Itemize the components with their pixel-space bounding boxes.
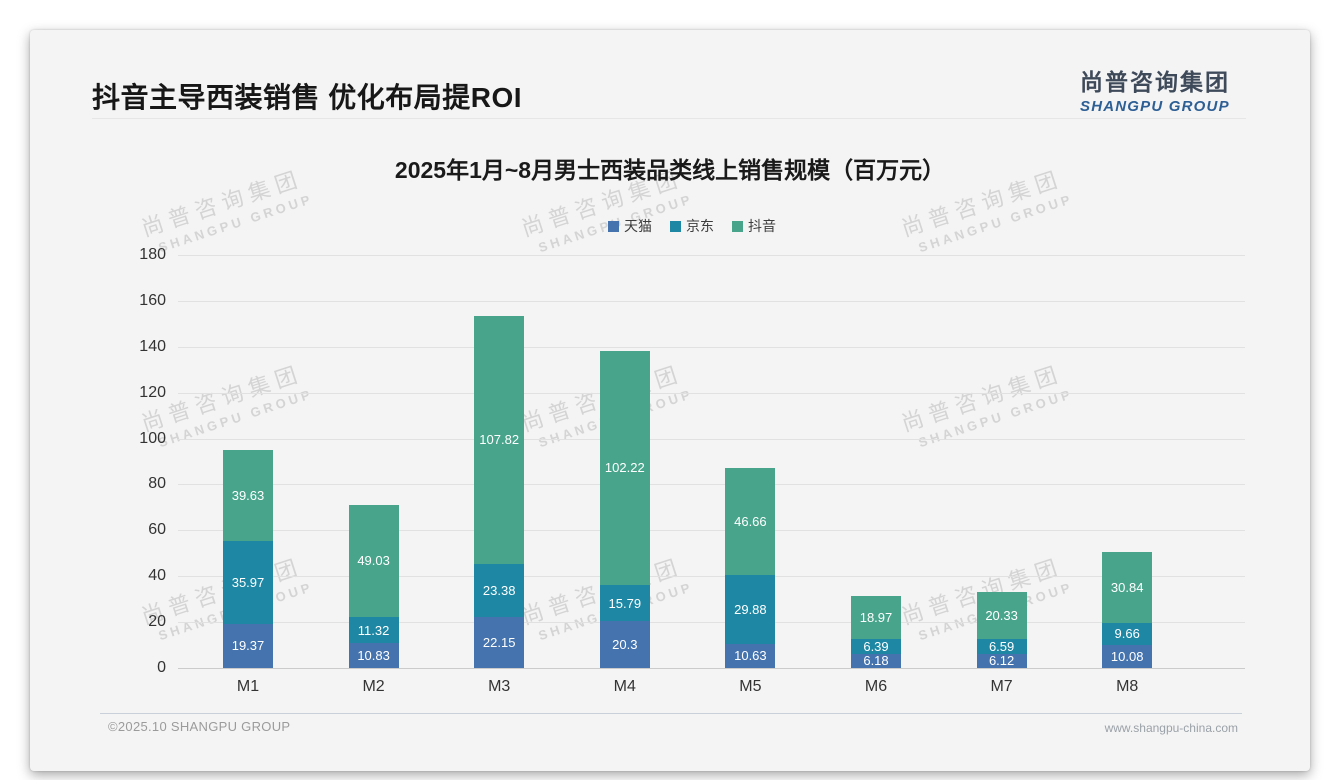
watermark-line2: SHANGPU GROUP (156, 191, 316, 256)
bar-value-label: 18.97 (859, 609, 893, 625)
grid-line (178, 392, 1245, 394)
bar-value-label: 10.83 (357, 648, 390, 664)
x-tick-label: M6 (864, 678, 888, 695)
bar-segment-tmall-m5: 10.63 (725, 643, 776, 668)
bar-value-label: 39.63 (231, 488, 265, 504)
legend-item-jd: 京东 (670, 216, 714, 236)
x-tick-label: M1 (236, 678, 260, 695)
bar-segment-douyin-m7: 20.33 (976, 592, 1027, 639)
legend-swatch-douyin (732, 220, 743, 232)
y-tick-label: 80 (148, 475, 166, 493)
y-tick-label: 20 (148, 613, 166, 631)
bar-value-label: 10.63 (734, 648, 767, 664)
legend-item-tmall: 天猫 (608, 216, 652, 236)
bar-segment-douyin-m2: 49.03 (348, 504, 399, 618)
grid-line (178, 255, 1245, 256)
bar-segment-tmall-m4: 20.3 (599, 621, 650, 668)
bar-value-label: 6.12 (988, 653, 1015, 669)
chart-plot: 0 20 40 60 80 100 120 140 160 180 19.37 35.97 39.63 M… (139, 246, 1245, 695)
bar-value-label: 11.32 (357, 622, 390, 638)
grid-line (178, 484, 1245, 486)
bar-segment-douyin-m4: 102.22 (599, 350, 650, 586)
bar-segment-tmall-m6: 6.18 (851, 653, 901, 669)
x-tick-label: M7 (990, 678, 1013, 695)
bar-segment-douyin-m1: 39.63 (223, 450, 273, 542)
chart-legend: 天猫 京东 抖音 (608, 216, 776, 236)
y-tick-label: 160 (139, 291, 166, 309)
footer-website: www.shangpu-china.com (1104, 721, 1238, 735)
bar-segment-jd-m8: 9.66 (1102, 622, 1153, 645)
bar-value-label: 19.37 (231, 638, 265, 654)
bar-segment-tmall-m1: 19.37 (223, 623, 273, 668)
x-tick-label: M8 (1116, 678, 1139, 695)
company-logo: 尚普咨询集团 SHANGPU GROUP (1080, 63, 1238, 115)
bar-segment-jd-m1: 35.97 (223, 541, 273, 624)
grid-line (178, 300, 1245, 302)
bar-value-label: 102.22 (604, 460, 645, 476)
bar-value-label: 20.3 (612, 637, 638, 653)
bar-value-label: 29.88 (734, 601, 767, 617)
bar-value-label: 22.15 (482, 635, 516, 651)
y-tick-label: 40 (148, 567, 166, 585)
watermark-line2: SHANGPU GROUP (916, 191, 1076, 256)
y-tick-label: 100 (139, 429, 166, 447)
bar-value-label: 49.03 (357, 553, 390, 569)
bar-segment-douyin-m5: 46.66 (725, 468, 776, 576)
grid-line (178, 530, 1245, 532)
x-tick-label: M4 (613, 678, 636, 695)
x-tick-label: M5 (739, 678, 762, 695)
bar-segment-tmall-m7: 6.12 (976, 653, 1027, 669)
y-tick-label: 0 (157, 659, 166, 676)
y-tick-label: 180 (139, 246, 166, 263)
bar-value-label: 30.84 (1110, 579, 1144, 595)
bar-segment-douyin-m8: 30.84 (1102, 551, 1153, 623)
logo-chinese-text: 尚普咨询集团 (1080, 69, 1230, 95)
slide-card: 尚普咨询集团 SHANGPU GROUP 尚普咨询集团 SHANGPU GROUP 尚普… (30, 30, 1310, 771)
legend-label-douyin: 抖音 (748, 218, 776, 234)
legend-item-douyin: 抖音 (732, 216, 776, 236)
grid-line (178, 622, 1245, 624)
bar-value-label: 6.39 (863, 639, 889, 654)
footer-copyright: ©2025.10 SHANGPU GROUP (108, 719, 291, 734)
bar-segment-douyin-m6: 18.97 (851, 595, 901, 640)
y-tick-label: 140 (139, 337, 166, 355)
bar-value-label: 10.08 (1110, 648, 1144, 664)
y-tick-label: 120 (139, 383, 166, 401)
legend-label-tmall: 天猫 (624, 218, 652, 234)
bar-segment-jd-m7: 6.59 (976, 638, 1027, 654)
grid-line (178, 346, 1245, 348)
bar-segment-douyin-m3: 107.82 (474, 316, 525, 564)
bar-value-label: 6.18 (863, 653, 889, 669)
grid-line (178, 576, 1245, 578)
bar-segment-tmall-m2: 10.83 (348, 643, 399, 668)
bar-segment-jd-m4: 15.79 (599, 585, 650, 622)
page-title: 抖音主导西装销售 优化布局提ROI (92, 82, 523, 113)
y-tick-label: 60 (148, 521, 166, 539)
bar-segment-jd-m5: 29.88 (725, 575, 776, 644)
bar-value-label: 46.66 (734, 514, 767, 530)
bar-value-label: 6.59 (988, 638, 1015, 654)
bar-value-label: 107.82 (479, 432, 520, 448)
chart-title: 2025年1月~8月男士西装品类线上销售规模（百万元） (394, 157, 946, 183)
footer-divider (100, 713, 1242, 714)
bar-segment-tmall-m8: 10.08 (1102, 644, 1153, 668)
legend-swatch-tmall (608, 220, 619, 232)
legend-label-jd: 京东 (686, 218, 714, 234)
logo-english-text: SHANGPU GROUP (1080, 98, 1230, 115)
bar-value-label: 20.33 (985, 608, 1018, 624)
x-tick-label: M3 (488, 678, 511, 695)
x-tick-label: M2 (362, 678, 385, 695)
grid-line (178, 438, 1245, 440)
bar-value-label: 9.66 (1114, 626, 1140, 642)
bar-segment-jd-m3: 23.38 (474, 563, 525, 618)
bar-value-label: 23.38 (482, 582, 516, 598)
bar-value-label: 35.97 (231, 574, 265, 590)
header-divider (92, 118, 1246, 119)
bar-segment-jd-m2: 11.32 (348, 617, 399, 644)
legend-swatch-jd (670, 220, 681, 232)
bar-segment-jd-m6: 6.39 (851, 639, 901, 654)
bar-value-label: 15.79 (608, 595, 642, 611)
bar-segment-tmall-m3: 22.15 (474, 617, 525, 668)
